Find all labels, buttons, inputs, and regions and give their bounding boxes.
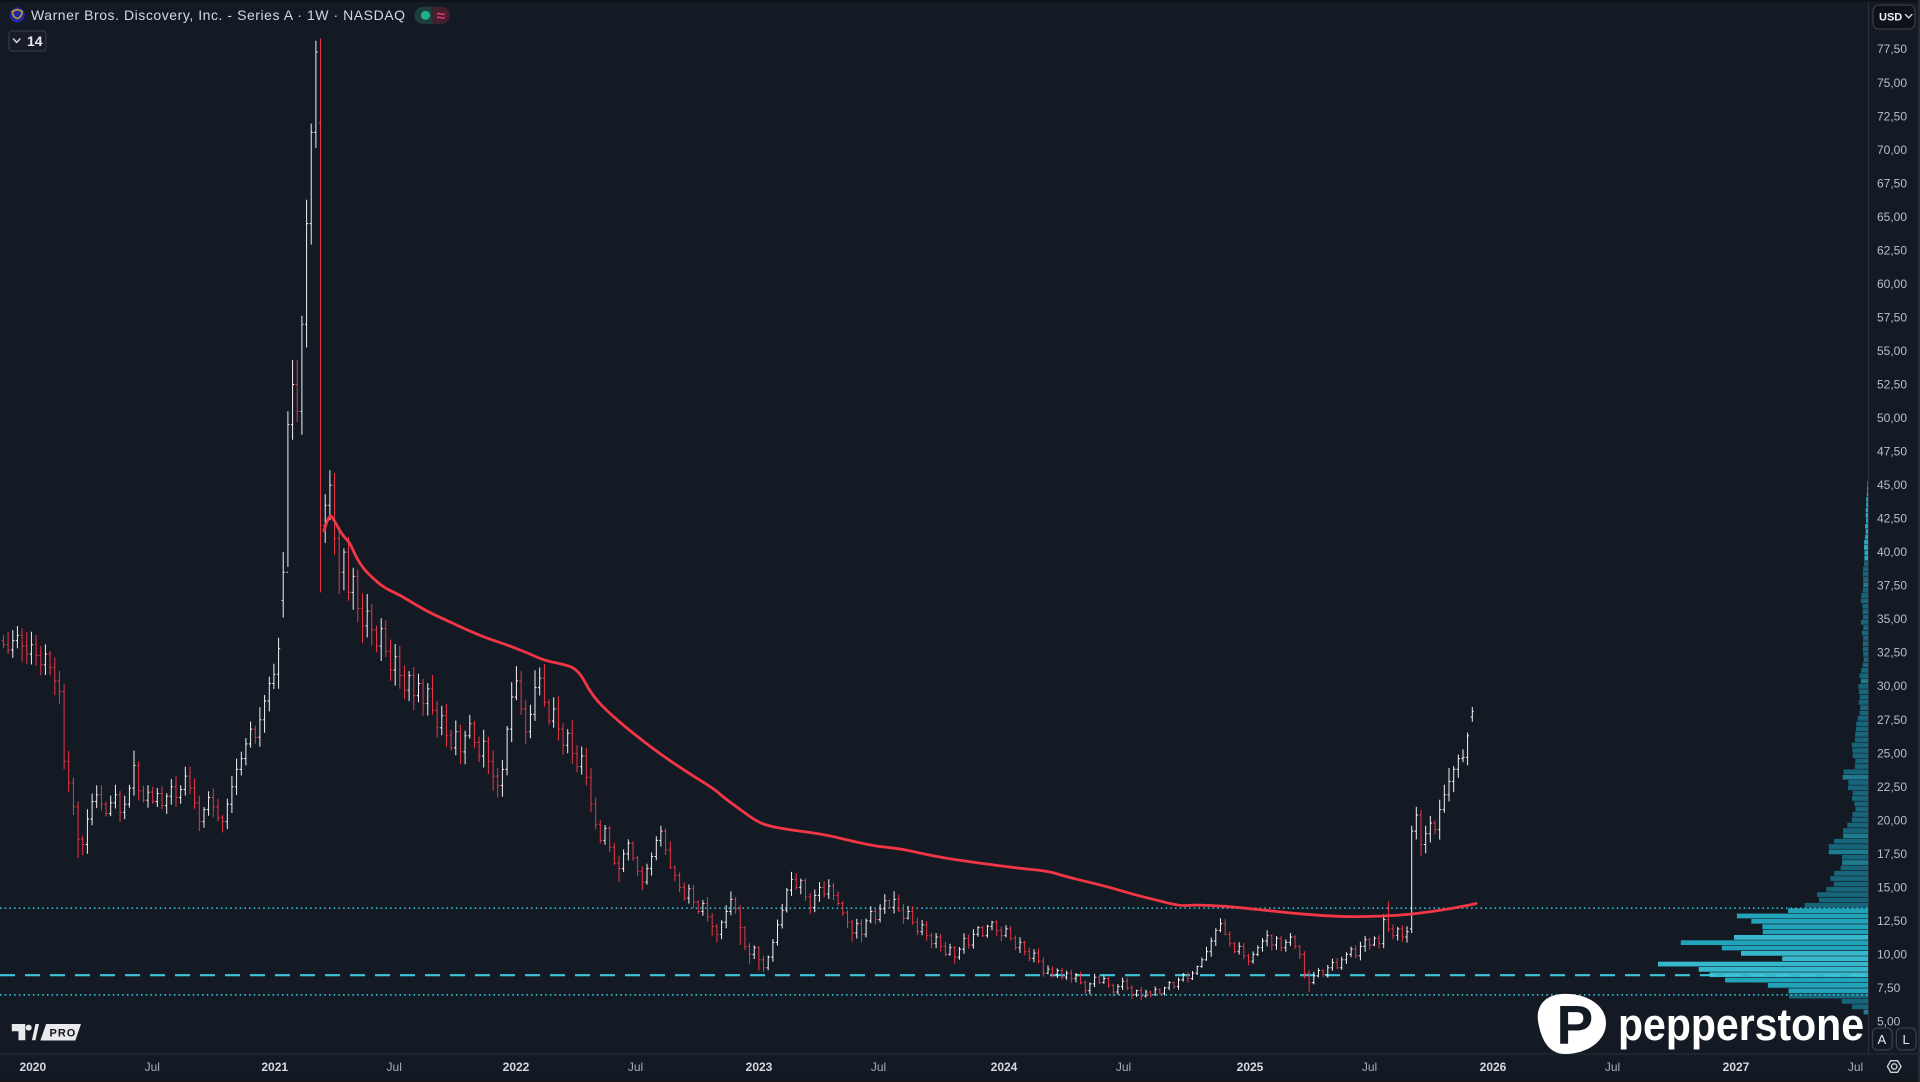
svg-text:30,00: 30,00 xyxy=(1877,679,1907,693)
svg-text:2026: 2026 xyxy=(1480,1060,1507,1074)
svg-text:Jul: Jul xyxy=(628,1060,643,1074)
svg-text:32,50: 32,50 xyxy=(1877,646,1907,660)
svg-text:65,00: 65,00 xyxy=(1877,210,1907,224)
svg-text:14: 14 xyxy=(27,33,43,49)
svg-text:Jul: Jul xyxy=(871,1060,886,1074)
svg-text:Jul: Jul xyxy=(1362,1060,1377,1074)
svg-text:Warner Bros. Discovery, Inc. -: Warner Bros. Discovery, Inc. - Series A … xyxy=(31,7,406,23)
svg-text:60,00: 60,00 xyxy=(1877,277,1907,291)
svg-text:35,00: 35,00 xyxy=(1877,612,1907,626)
svg-text:67,50: 67,50 xyxy=(1877,176,1907,190)
svg-text:47,50: 47,50 xyxy=(1877,445,1907,459)
svg-text:2025: 2025 xyxy=(1237,1060,1264,1074)
svg-text:75,00: 75,00 xyxy=(1877,76,1907,90)
svg-text:2021: 2021 xyxy=(261,1060,288,1074)
svg-text:17,50: 17,50 xyxy=(1877,847,1907,861)
svg-text:70,00: 70,00 xyxy=(1877,143,1907,157)
svg-text:5,00: 5,00 xyxy=(1877,1015,1901,1029)
svg-text:2022: 2022 xyxy=(503,1060,530,1074)
svg-text:Jul: Jul xyxy=(1116,1060,1131,1074)
svg-text:55,00: 55,00 xyxy=(1877,344,1907,358)
svg-text:pepperstone: pepperstone xyxy=(1618,999,1864,1050)
svg-text:52,50: 52,50 xyxy=(1877,378,1907,392)
svg-text:50,00: 50,00 xyxy=(1877,411,1907,425)
svg-text:PRO: PRO xyxy=(50,1028,77,1040)
svg-text:2027: 2027 xyxy=(1723,1060,1750,1074)
svg-text:12,50: 12,50 xyxy=(1877,914,1907,928)
svg-text:15,00: 15,00 xyxy=(1877,880,1907,894)
svg-text:45,00: 45,00 xyxy=(1877,478,1907,492)
svg-text:40,00: 40,00 xyxy=(1877,545,1907,559)
svg-text:Jul: Jul xyxy=(1848,1060,1863,1074)
svg-text:2024: 2024 xyxy=(991,1060,1018,1074)
svg-text:L: L xyxy=(1903,1032,1910,1047)
svg-text:Jul: Jul xyxy=(387,1060,402,1074)
svg-text:27,50: 27,50 xyxy=(1877,713,1907,727)
svg-text:42,50: 42,50 xyxy=(1877,512,1907,526)
svg-text:57,50: 57,50 xyxy=(1877,310,1907,324)
svg-text:Jul: Jul xyxy=(1605,1060,1620,1074)
svg-text:≈: ≈ xyxy=(437,8,446,25)
svg-text:A: A xyxy=(1878,1032,1887,1047)
svg-text:72,50: 72,50 xyxy=(1877,109,1907,123)
svg-text:22,50: 22,50 xyxy=(1877,780,1907,794)
svg-text:USD: USD xyxy=(1879,12,1902,24)
svg-text:2023: 2023 xyxy=(746,1060,773,1074)
svg-text:77,50: 77,50 xyxy=(1877,42,1907,56)
svg-text:20,00: 20,00 xyxy=(1877,813,1907,827)
svg-text:2020: 2020 xyxy=(19,1060,46,1074)
svg-text:P: P xyxy=(1557,994,1594,1056)
svg-text:7,50: 7,50 xyxy=(1877,981,1901,995)
svg-text:10,00: 10,00 xyxy=(1877,947,1907,961)
svg-text:Jul: Jul xyxy=(145,1060,160,1074)
svg-text:62,50: 62,50 xyxy=(1877,243,1907,257)
svg-text:37,50: 37,50 xyxy=(1877,579,1907,593)
svg-text:25,00: 25,00 xyxy=(1877,746,1907,760)
